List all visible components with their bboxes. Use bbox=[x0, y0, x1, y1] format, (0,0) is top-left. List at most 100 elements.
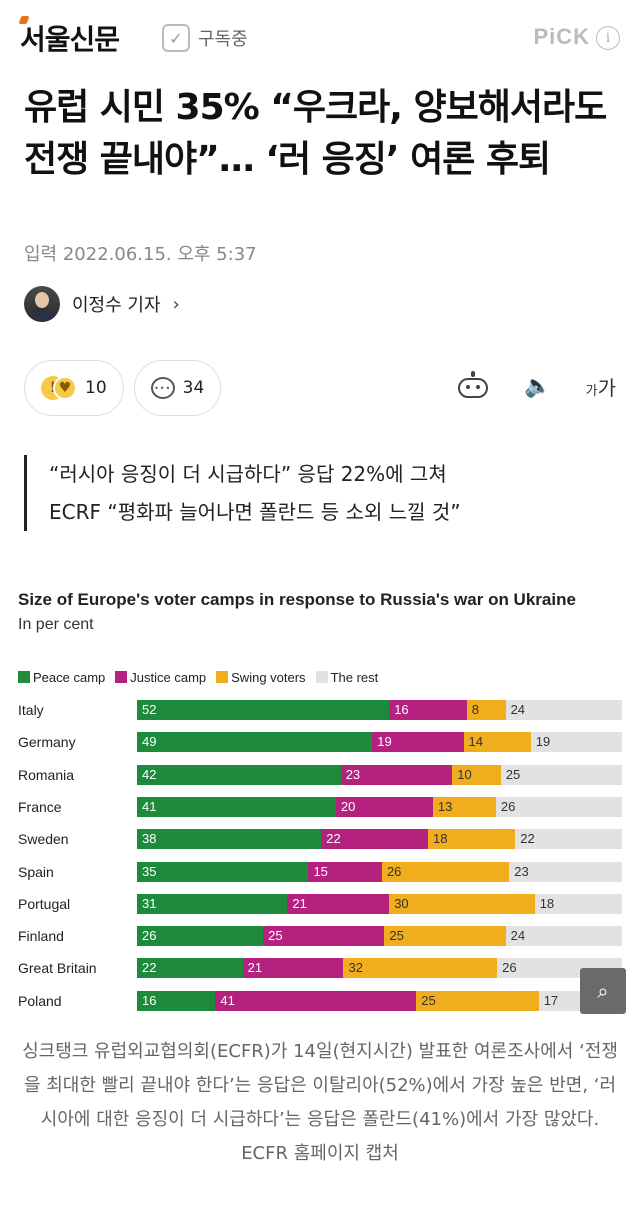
subscribe-status[interactable]: ✓ 구독중 bbox=[162, 24, 248, 52]
bar-segment-2-2: 10 bbox=[452, 764, 501, 785]
bar-segment-2-0: 42 bbox=[137, 764, 341, 785]
chart-row-2: Romania 42 23 10 25 bbox=[0, 764, 640, 785]
chart-subtitle: In per cent bbox=[18, 616, 94, 633]
stacked-bar-9: 16 41 25 17 bbox=[137, 990, 622, 1011]
bar-segment-6-3: 18 bbox=[534, 893, 622, 914]
bar-segment-1-1: 19 bbox=[372, 732, 464, 753]
bar-segment-4-0: 38 bbox=[137, 829, 322, 850]
article-summary: “러시아 응징이 더 시급하다” 응답 22%에 그쳐 ECRF “평화파 늘어… bbox=[24, 455, 461, 531]
bar-segment-6-0: 31 bbox=[137, 893, 288, 914]
stacked-bar-7: 26 25 25 24 bbox=[137, 926, 622, 947]
bar-segment-8-1: 21 bbox=[242, 958, 344, 979]
category-label-1: Germany bbox=[18, 734, 76, 751]
chart-row-1: Germany 49 19 14 19 bbox=[0, 732, 640, 753]
font-size-button[interactable]: 가가 bbox=[586, 372, 616, 401]
bar-segment-3-3: 26 bbox=[495, 796, 622, 817]
chart-row-0: Italy 52 16 8 24 bbox=[0, 700, 640, 720]
stacked-bar-3: 41 20 13 26 bbox=[137, 796, 622, 817]
check-icon: ✓ bbox=[162, 24, 190, 52]
info-icon[interactable]: i bbox=[596, 26, 620, 50]
chart-row-5: Spain 35 15 26 23 bbox=[0, 861, 640, 882]
summary-line-1: “러시아 응징이 더 시급하다” 응답 22%에 그쳐 bbox=[49, 462, 447, 486]
article-tools: 🔈 가가 bbox=[456, 370, 616, 402]
avatar bbox=[24, 286, 60, 322]
publisher-logo[interactable]: 서울신문 bbox=[20, 23, 120, 56]
bar-segment-1-3: 19 bbox=[530, 732, 622, 753]
category-label-2: Romania bbox=[18, 766, 75, 783]
category-label-6: Portugal bbox=[18, 895, 71, 912]
legend-label-2: Swing voters bbox=[231, 670, 306, 685]
bar-segment-3-1: 20 bbox=[335, 796, 433, 817]
category-label-5: Spain bbox=[18, 863, 54, 880]
stacked-bar-6: 31 21 30 18 bbox=[137, 893, 622, 914]
ai-summary-robot-icon[interactable] bbox=[456, 370, 490, 402]
chart-row-4: Sweden 38 22 18 22 bbox=[0, 829, 640, 850]
legend-swatch-2 bbox=[216, 671, 229, 683]
chart-row-3: France 41 20 13 26 bbox=[0, 796, 640, 817]
legend-item-1: Justice camp bbox=[115, 670, 206, 685]
bar-segment-7-1: 25 bbox=[263, 926, 385, 947]
reaction-button[interactable]: ! ♥ 10 bbox=[24, 360, 124, 416]
chart-row-9: Poland 16 41 25 17 bbox=[0, 990, 640, 1011]
bar-segment-4-3: 22 bbox=[515, 829, 622, 850]
legend-item-2: Swing voters bbox=[216, 670, 306, 685]
category-label-0: Italy bbox=[18, 702, 44, 718]
stacked-bar-0: 52 16 8 24 bbox=[137, 700, 622, 720]
summary-line-2: ECRF “평화파 늘어나면 폴란드 등 소외 느낄 것” bbox=[49, 500, 461, 524]
legend-swatch-3 bbox=[315, 671, 328, 683]
chart-row-6: Portugal 31 21 30 18 bbox=[0, 893, 640, 914]
bar-segment-7-2: 25 bbox=[384, 926, 506, 947]
legend-swatch-0 bbox=[18, 671, 30, 683]
voter-camps-chart[interactable]: Size of Europe's voter camps in response… bbox=[0, 590, 640, 1020]
font-large-glyph: 가 bbox=[597, 375, 616, 400]
bar-segment-0-1: 16 bbox=[389, 700, 467, 720]
category-label-4: Sweden bbox=[18, 831, 69, 848]
bar-segment-6-2: 30 bbox=[389, 893, 535, 914]
chart-title: Size of Europe's voter camps in response… bbox=[18, 590, 576, 609]
image-caption: 싱크탱크 유럽외교협의회(ECFR)가 14일(현지시간) 발표한 여론조사에서… bbox=[22, 1041, 618, 1164]
bar-segment-3-0: 41 bbox=[137, 796, 336, 817]
bar-segment-7-0: 26 bbox=[137, 926, 264, 947]
stacked-bar-2: 42 23 10 25 bbox=[137, 764, 622, 785]
category-label-9: Poland bbox=[18, 992, 62, 1009]
comment-icon: ••• bbox=[150, 377, 175, 399]
bar-segment-1-2: 14 bbox=[463, 732, 531, 753]
bar-segment-0-0: 52 bbox=[137, 700, 390, 720]
stacked-bar-4: 38 22 18 22 bbox=[137, 829, 622, 850]
subscribe-label: 구독중 bbox=[198, 29, 248, 50]
category-label-3: France bbox=[18, 798, 62, 815]
author-name: 이정수 기자 bbox=[72, 295, 161, 316]
bar-segment-4-1: 22 bbox=[321, 829, 428, 850]
zoom-image-button[interactable]: ⌕ bbox=[580, 968, 626, 1014]
bar-segment-7-3: 24 bbox=[505, 926, 622, 947]
stacked-bar-1: 49 19 14 19 bbox=[137, 732, 622, 753]
author-link[interactable]: 이정수 기자 › bbox=[24, 286, 180, 322]
love-emoji-icon: ♥ bbox=[53, 376, 77, 400]
bar-segment-5-0: 35 bbox=[137, 861, 309, 882]
bar-segment-8-0: 22 bbox=[137, 958, 243, 979]
bar-segment-2-1: 23 bbox=[340, 764, 453, 785]
bar-segment-0-2: 8 bbox=[466, 700, 506, 720]
stacked-bar-8: 22 21 32 26 bbox=[137, 958, 622, 979]
chart-row-7: Finland 26 25 25 24 bbox=[0, 926, 640, 947]
top-header: 서울신문 ✓ 구독중 PiCK i bbox=[0, 0, 640, 80]
legend-item-0: Peace camp bbox=[18, 670, 105, 685]
bar-segment-9-0: 16 bbox=[137, 990, 216, 1011]
legend-label-0: Peace camp bbox=[33, 670, 106, 685]
legend-swatch-1 bbox=[115, 671, 128, 683]
pick-badge: PiCK bbox=[533, 24, 590, 49]
speaker-icon[interactable]: 🔈 bbox=[524, 373, 552, 399]
bar-segment-8-2: 32 bbox=[343, 958, 498, 979]
bar-segment-5-3: 23 bbox=[509, 861, 622, 882]
category-label-8: Great Britain bbox=[18, 960, 97, 977]
bar-segment-6-1: 21 bbox=[287, 893, 390, 914]
bar-segment-1-0: 49 bbox=[137, 732, 373, 753]
reaction-bar: ! ♥ 10 ••• 34 bbox=[24, 360, 222, 416]
publish-date: 입력 2022.06.15. 오후 5:37 bbox=[24, 244, 257, 265]
bar-segment-3-2: 13 bbox=[432, 796, 496, 817]
font-small-glyph: 가 bbox=[585, 383, 598, 399]
comment-count: 34 bbox=[182, 378, 205, 398]
legend-label-1: Justice camp bbox=[130, 670, 207, 685]
reaction-count: 10 bbox=[85, 378, 107, 398]
comment-button[interactable]: ••• 34 bbox=[133, 360, 222, 416]
